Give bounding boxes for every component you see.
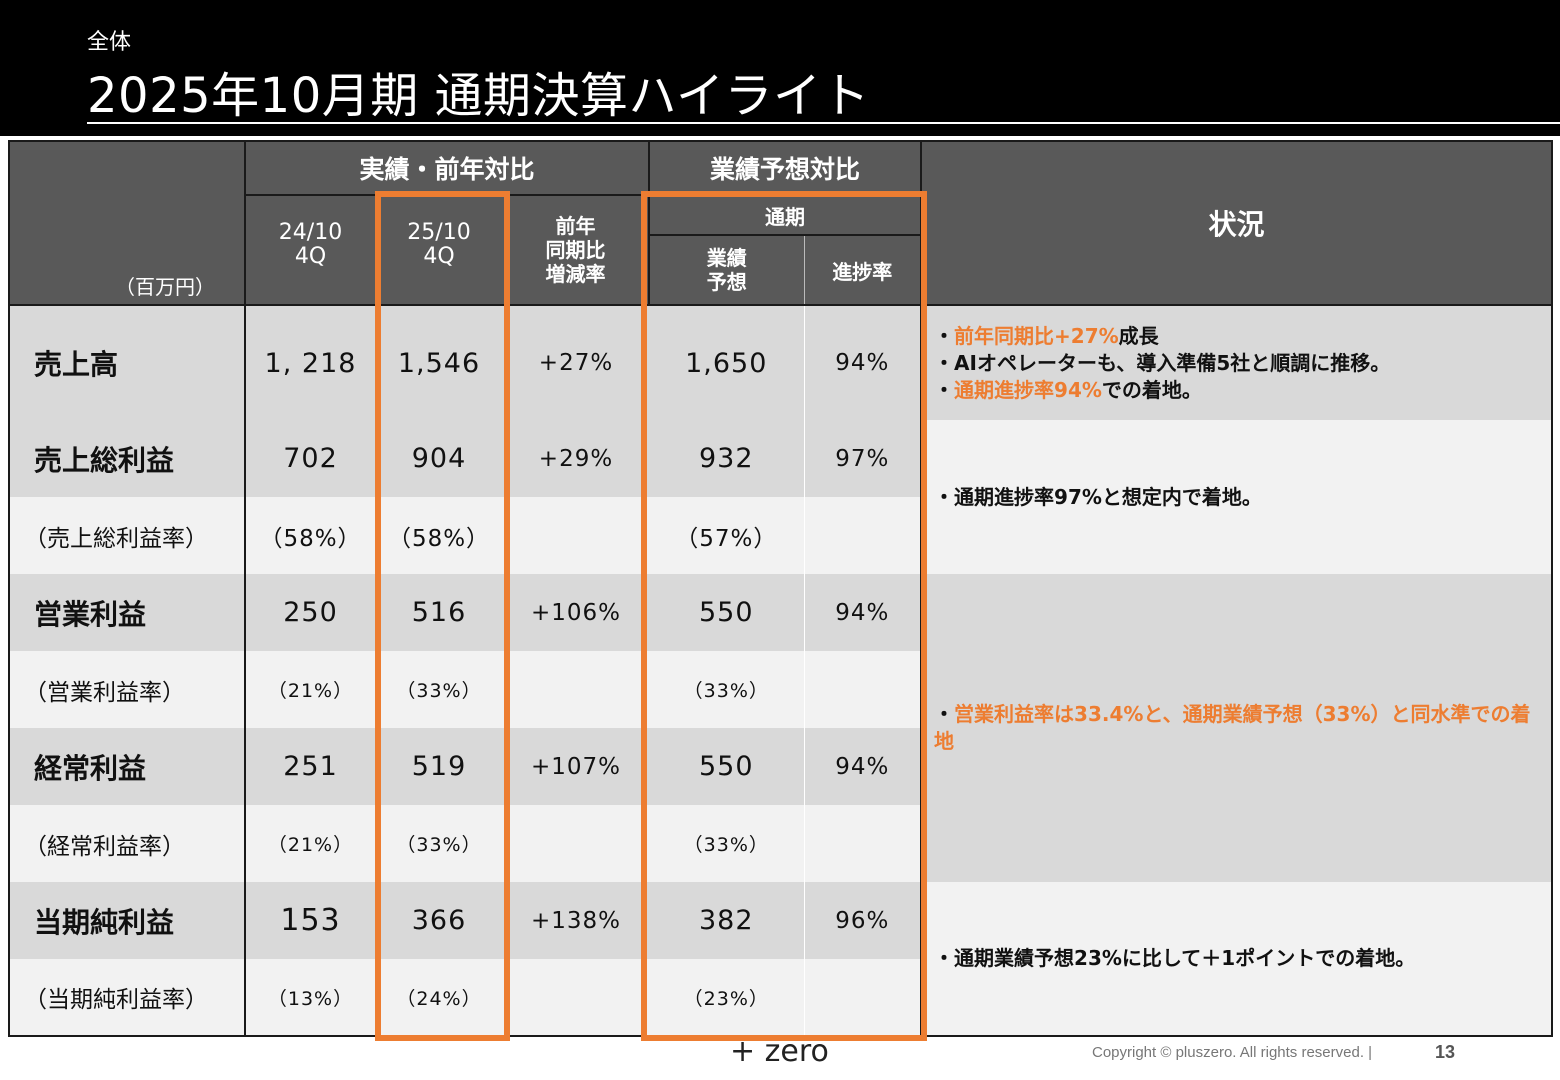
cell-curr: 519 — [375, 728, 503, 805]
cell-prev: （21%） — [245, 805, 375, 882]
cell-forecast: 1,650 — [649, 305, 805, 420]
cell-forecast: 550 — [649, 728, 805, 805]
cell-prev: 1, 218 — [245, 305, 375, 420]
cell-forecast: 382 — [649, 882, 805, 959]
col-header-progress: 進捗率 — [804, 235, 923, 305]
group-header-forecast: 業績予想対比 — [649, 141, 923, 196]
cell-forecast: （33%） — [649, 805, 805, 882]
row-label: （売上総利益率） — [9, 497, 246, 574]
cell-yoy: +29% — [503, 420, 650, 497]
cell-progress: 94% — [804, 574, 922, 651]
cell-curr: （24%） — [375, 959, 503, 1036]
cell-yoy: +107% — [503, 728, 650, 805]
cell-curr: （58%） — [375, 497, 503, 574]
page-number: 13 — [1435, 1042, 1456, 1062]
status-header: 状況 — [921, 141, 1553, 305]
cell-progress: 94% — [804, 728, 922, 805]
cell-yoy: +138% — [503, 882, 650, 959]
col-header-curr: 25/10 4Q — [375, 195, 503, 305]
cell-forecast: 550 — [649, 574, 805, 651]
cell-progress — [804, 959, 922, 1036]
cell-forecast: 932 — [649, 420, 805, 497]
cell-progress — [804, 497, 922, 574]
copyright-text: Copyright © pluszero. All rights reserve… — [1092, 1044, 1373, 1061]
company-logo: + zero — [730, 1034, 829, 1069]
col-header-prev: 24/10 4Q — [245, 195, 375, 305]
cell-prev: 153 — [245, 882, 375, 959]
status-sales: ・前年同期比+27%成長 ・AIオペレーターも、導入準備5社と順調に推移。 ・通… — [920, 305, 1553, 420]
cell-forecast: （23%） — [649, 959, 805, 1036]
row-label: 経常利益 — [9, 728, 246, 805]
cell-yoy: +106% — [503, 574, 650, 651]
row-label: 売上総利益 — [9, 420, 246, 497]
unit-label: （百万円） — [9, 141, 246, 305]
col-header-fullyear: 通期 — [649, 195, 923, 236]
title-underline — [87, 122, 1560, 124]
cell-forecast: （57%） — [649, 497, 805, 574]
cell-curr: 366 — [375, 882, 503, 959]
cell-curr: （33%） — [375, 651, 503, 728]
page-title: 2025年10月期 通期決算ハイライト — [87, 68, 871, 124]
cell-yoy — [503, 959, 650, 1036]
cell-prev: （58%） — [245, 497, 375, 574]
cell-prev: 251 — [245, 728, 375, 805]
cell-forecast: （33%） — [649, 651, 805, 728]
financial-highlights-table: （百万円） 実績・前年対比 業績予想対比 状況 24/10 4Q 25/10 4… — [8, 140, 1554, 1037]
cell-progress — [804, 805, 922, 882]
table-row: （経常利益率） （21%） （33%） （33%） — [9, 805, 1552, 882]
cell-curr: 1,546 — [375, 305, 503, 420]
cell-progress: 96% — [804, 882, 922, 959]
group-header-actual: 実績・前年対比 — [245, 141, 651, 196]
table-row: （当期純利益率） （13%） （24%） （23%） — [9, 959, 1552, 1036]
table-row: 経常利益 251 519 +107% 550 94% — [9, 728, 1552, 805]
cell-yoy: +27% — [503, 305, 650, 420]
cell-prev: 702 — [245, 420, 375, 497]
slide-header: 全体 2025年10月期 通期決算ハイライト — [0, 0, 1560, 136]
cell-curr: 516 — [375, 574, 503, 651]
table-row: 当期純利益 153 366 +138% 382 96% ・通期業績予想23%に比… — [9, 882, 1553, 1036]
row-label: （経常利益率） — [9, 805, 246, 882]
breadcrumb: 全体 — [87, 30, 132, 55]
table-row: （営業利益率） （21%） （33%） （33%） — [9, 651, 1552, 728]
table-row: 売上高 1, 218 1,546 +27% 1,650 94% ・前年同期比+2… — [9, 305, 1553, 420]
table-row: 営業利益 250 516 +106% 550 94% ・営業利益率は33.4%と… — [9, 574, 1553, 882]
table-row: 売上総利益 702 904 +29% 932 97% ・通期進捗率97%と想定内… — [9, 420, 1553, 574]
cell-progress: 94% — [804, 305, 922, 420]
row-label: 営業利益 — [9, 574, 246, 651]
cell-prev: （13%） — [245, 959, 375, 1036]
cell-progress: 97% — [804, 420, 922, 497]
cell-yoy — [503, 497, 650, 574]
row-label: （当期純利益率） — [9, 959, 246, 1036]
status-operating: ・営業利益率は33.4%と、通期業績予想（33%）と同水準での着地 — [920, 574, 1553, 882]
status-net: ・通期業績予想23%に比して＋1ポイントでの着地。 — [920, 882, 1553, 1036]
cell-prev: 250 — [245, 574, 375, 651]
row-label: 当期純利益 — [9, 882, 246, 959]
status-gross: ・通期進捗率97%と想定内で着地。 — [920, 420, 1553, 574]
cell-yoy — [503, 651, 650, 728]
row-label: 売上高 — [9, 305, 246, 420]
col-header-forecast: 業績 予想 — [649, 235, 805, 305]
cell-prev: （21%） — [245, 651, 375, 728]
cell-yoy — [503, 805, 650, 882]
cell-progress — [804, 651, 922, 728]
table-row: （売上総利益率） （58%） （58%） （57%） — [9, 497, 1552, 574]
cell-curr: （33%） — [375, 805, 503, 882]
cell-curr: 904 — [375, 420, 503, 497]
row-label: （営業利益率） — [9, 651, 246, 728]
col-header-yoy: 前年 同期比 増減率 — [503, 195, 651, 305]
